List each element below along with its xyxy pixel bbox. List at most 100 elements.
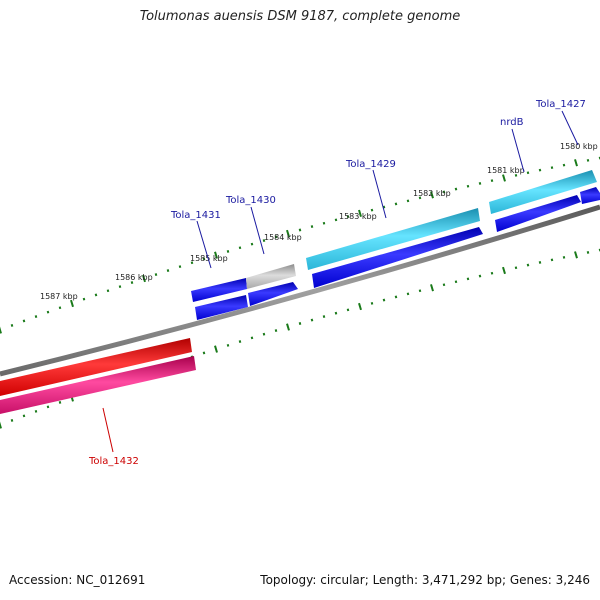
outer-scale-minor-tick	[238, 246, 242, 250]
scale-label-1583: 1583 kbp	[339, 212, 377, 221]
outer-scale-minor-tick	[394, 202, 398, 206]
inner-scale-minor-tick	[514, 266, 518, 270]
inner-scale-minor-tick	[538, 261, 542, 264]
gene-label-tola-1432[interactable]: Tola_1432	[88, 456, 139, 467]
outer-scale-minor-tick	[526, 171, 530, 175]
cds-tola-1427-lower[interactable]	[580, 187, 600, 204]
outer-scale-minor-tick	[166, 269, 170, 272]
inner-scale-minor-tick	[442, 283, 446, 287]
inner-scale-major-tick	[502, 266, 506, 275]
accession-value: NC_012691	[76, 573, 146, 587]
gene-label-tola-1429[interactable]: Tola_1429	[345, 159, 396, 170]
gene-label-tola-1427[interactable]: Tola_1427	[535, 99, 586, 110]
outer-scale-major-tick	[502, 174, 506, 182]
cds-tola-1429[interactable]	[306, 208, 480, 270]
inner-scale-major-tick	[574, 251, 578, 259]
outer-scale-minor-tick	[154, 273, 158, 276]
inner-scale-minor-tick	[322, 315, 326, 318]
leader-tola-1429	[372, 169, 387, 219]
inner-scale-major-tick	[286, 323, 290, 331]
gene-labels: Tola_1427 nrdB Tola_1429 Tola_1430 Tola_…	[88, 99, 586, 467]
gene-label-tola-1430[interactable]: Tola_1430	[225, 195, 276, 206]
scale-labels: 1587 kbp 1586 kbp 1585 kbp 1584 kbp 1583…	[40, 142, 598, 301]
cds-tola-1429-lower[interactable]	[312, 227, 483, 288]
outer-scale-minor-tick	[550, 166, 554, 170]
inner-scale-minor-tick	[418, 289, 422, 293]
inner-scale-major-tick	[430, 284, 434, 292]
length-value: 3,471,292 bp	[421, 573, 502, 587]
inner-scale-minor-tick	[10, 419, 14, 422]
inner-scale-minor-tick	[58, 401, 62, 404]
cds-tola-1432-red[interactable]	[0, 338, 192, 396]
cds-tola-1431-upper[interactable]	[191, 278, 247, 302]
outer-scale-minor-tick	[58, 306, 62, 310]
outer-scale-minor-tick	[226, 250, 230, 253]
accession-info: Accession: NC_012691	[9, 573, 145, 587]
outer-scale-minor-tick	[454, 187, 458, 191]
inner-scale-major-tick	[0, 421, 2, 429]
outer-scale-minor-tick	[10, 324, 14, 327]
outer-scale-minor-tick	[490, 179, 494, 183]
scale-label-1580: 1580 kbp	[560, 142, 598, 151]
outer-scale-minor-tick	[310, 225, 314, 228]
cds-tola-1432-pink[interactable]	[0, 356, 196, 414]
scale-label-1587: 1587 kbp	[40, 292, 78, 301]
outer-scale-minor-tick	[178, 265, 182, 269]
cds-nrdb[interactable]	[495, 195, 581, 232]
cds-tola-1427[interactable]	[489, 170, 597, 214]
scale-label-1582: 1582 kbp	[413, 189, 451, 198]
inner-scale-minor-tick	[310, 318, 314, 322]
outer-scale-minor-tick	[562, 163, 566, 167]
inner-scale-minor-tick	[202, 351, 206, 355]
outer-scale-minor-tick	[586, 158, 590, 162]
inner-scale-minor-tick	[274, 329, 278, 332]
cds-tola-1430[interactable]	[246, 264, 296, 289]
outer-scale-major-tick	[214, 251, 218, 259]
inner-scale-minor-tick	[562, 255, 566, 259]
gene-label-nrdb[interactable]: nrdB	[500, 117, 524, 128]
outer-scale-minor-tick	[538, 168, 542, 172]
inner-scale-minor-tick	[298, 322, 302, 325]
inner-scale-major-tick	[214, 345, 218, 353]
gene-label-tola-1431[interactable]: Tola_1431	[170, 210, 221, 221]
leader-tola-1430	[250, 206, 265, 255]
genome-backbone	[0, 204, 600, 377]
outer-scale-minor-tick	[334, 218, 338, 222]
outer-scale-minor-tick	[298, 228, 302, 232]
inner-scale-minor-tick	[586, 251, 590, 254]
genes-label: Genes:	[509, 573, 552, 587]
outer-scale-minor-tick	[34, 315, 38, 318]
outer-scale-minor-tick	[370, 208, 374, 212]
scale-label-1581: 1581 kbp	[487, 166, 525, 175]
outer-scale-minor-tick	[202, 257, 206, 261]
reverse-strand-genes	[0, 338, 196, 414]
cds-tola-1430-lower[interactable]	[248, 282, 298, 306]
outer-scale-major-tick	[0, 326, 2, 334]
outer-scale-major-tick	[430, 191, 434, 199]
outer-scale-minor-tick	[118, 285, 122, 289]
outer-scale-minor-tick	[346, 215, 350, 219]
inner-scale-major-tick	[358, 302, 362, 311]
cds-tola-1431-lower[interactable]	[195, 295, 248, 320]
outer-scale-major-tick	[70, 299, 74, 308]
outer-scale-minor-tick	[442, 190, 446, 194]
label-leaders	[102, 110, 579, 453]
genome-summary: Topology: circular; Length: 3,471,292 bp…	[260, 573, 590, 587]
scale-label-1586: 1586 kbp	[115, 273, 153, 282]
inner-scale-minor-tick	[382, 298, 386, 302]
outer-scale-minor-tick	[478, 182, 482, 185]
outer-scale-minor-tick	[106, 289, 110, 293]
inner-scale-minor-tick	[334, 311, 338, 315]
inner-scale-minor-tick	[466, 277, 470, 281]
inner-scale-minor-tick	[34, 409, 38, 413]
forward-strand-genes-row2	[195, 187, 600, 320]
leader-nrdb	[511, 128, 525, 173]
leader-tola-1431	[196, 220, 212, 269]
inner-scale-minor-tick	[346, 308, 350, 312]
inner-scale-minor-tick	[46, 405, 50, 409]
outer-scale-minor-tick	[466, 184, 470, 188]
outer-scale-ring	[0, 156, 600, 334]
outer-scale-minor-tick	[22, 319, 26, 323]
